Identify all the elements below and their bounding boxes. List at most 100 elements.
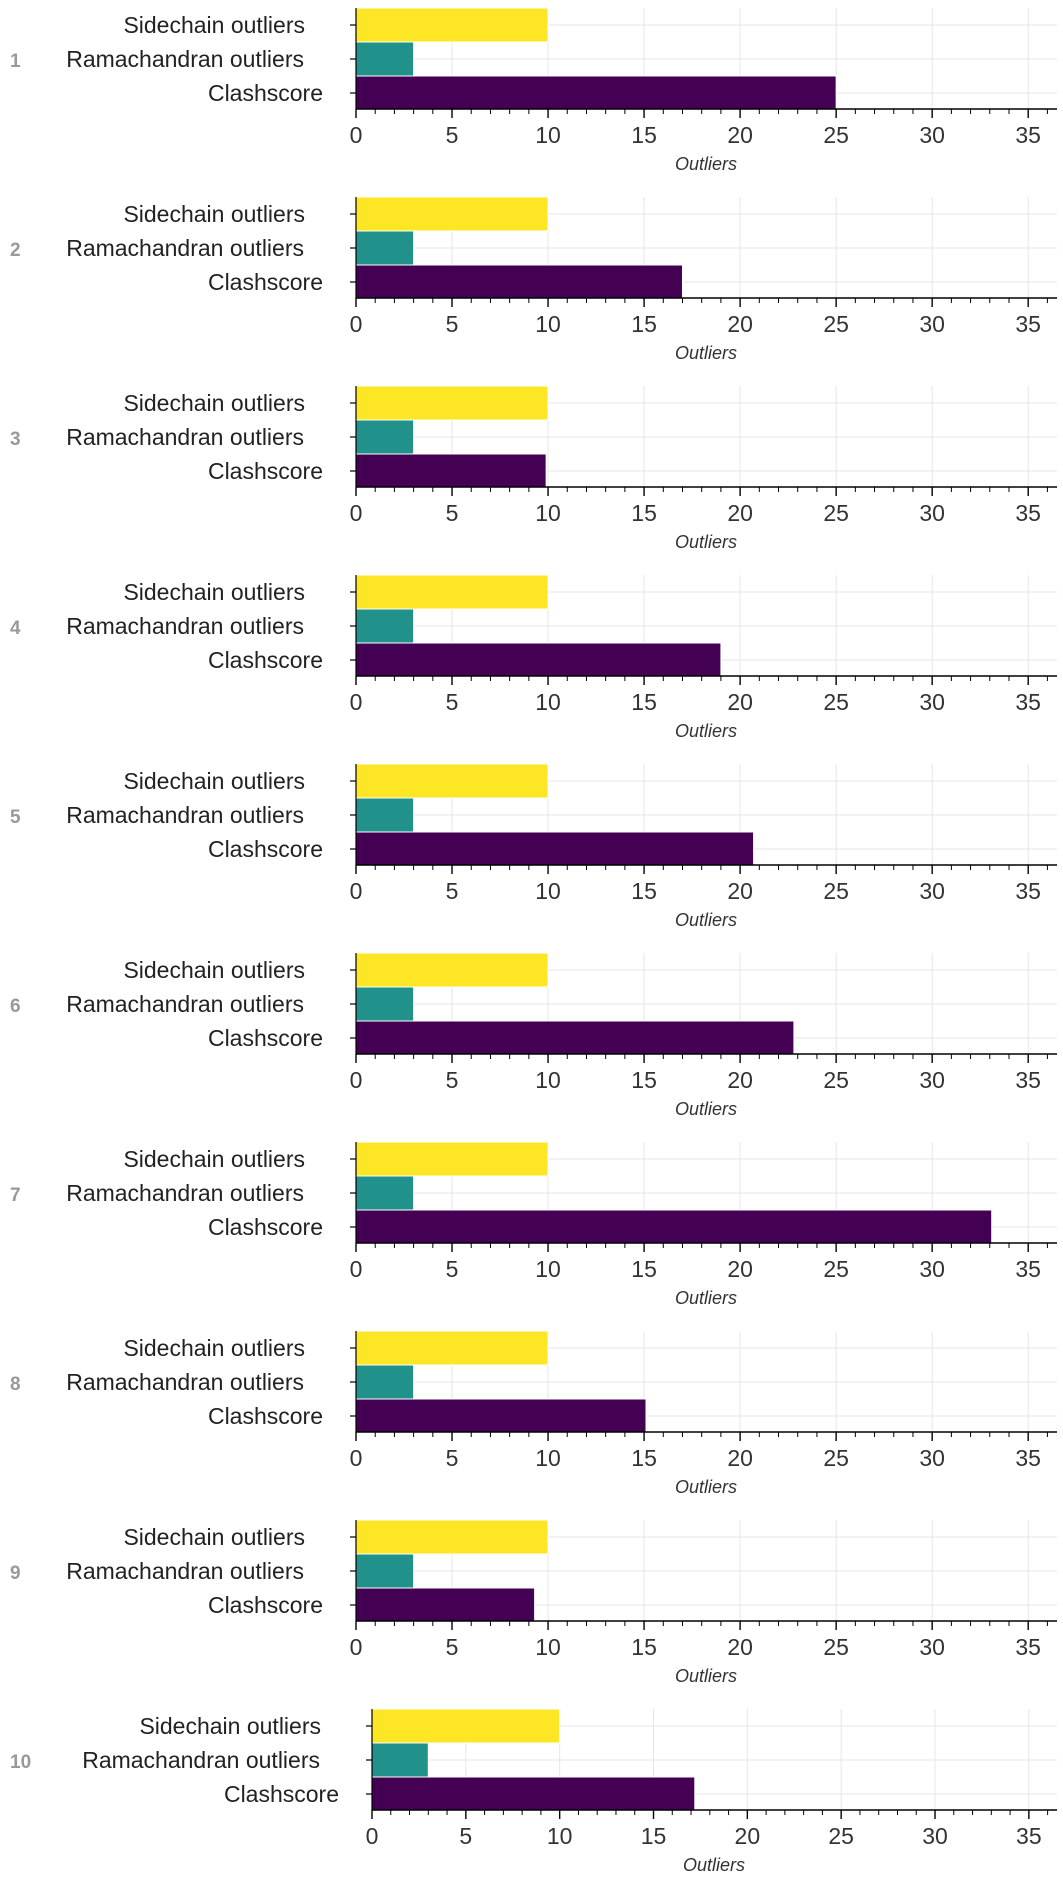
y-tick-label: Clashscore [208, 836, 323, 862]
x-tick-label: 5 [446, 1067, 459, 1093]
x-axis-title: Outliers [683, 1855, 745, 1875]
x-tick-label: 20 [727, 1256, 753, 1282]
y-tick-label: Ramachandran outliers [82, 1747, 320, 1773]
y-tick-label: Clashscore [208, 1214, 323, 1240]
chart-panel-9: Sidechain outliers Ramachandran outliers C… [10, 1519, 1057, 1686]
bar-clashscore [355, 831, 755, 867]
panel-number: 3 [10, 429, 21, 450]
x-tick-label: 25 [823, 878, 849, 904]
x-axis-title: Outliers [675, 1099, 737, 1119]
x-tick-label: 5 [446, 1634, 459, 1660]
x-tick-label: 0 [350, 1634, 363, 1660]
y-tick-label: Ramachandran outliers [66, 802, 304, 828]
y-tick-label: Ramachandran outliers [66, 613, 304, 639]
y-tick-label: Clashscore [208, 1403, 323, 1429]
bar-ramachandran-outliers [355, 1175, 415, 1211]
bar-ramachandran-outliers [355, 797, 415, 833]
bar-ramachandran-outliers [355, 986, 415, 1022]
panel-number: 2 [10, 240, 21, 261]
x-tick-label: 0 [366, 1823, 379, 1849]
y-tick-label: Ramachandran outliers [66, 1558, 304, 1584]
x-tick-label: 15 [631, 878, 657, 904]
x-tick-label: 10 [535, 689, 561, 715]
y-tick-label: Sidechain outliers [123, 201, 305, 227]
x-tick-label: 35 [1015, 122, 1041, 148]
x-tick-label: 30 [919, 1445, 945, 1471]
x-tick-label: 20 [727, 1634, 753, 1660]
bar-sidechain-outliers [355, 574, 549, 610]
x-tick-label: 30 [919, 122, 945, 148]
bar-ramachandran-outliers [355, 1553, 415, 1589]
y-tick-label: Sidechain outliers [123, 1146, 305, 1172]
y-tick-label: Clashscore [208, 1592, 323, 1618]
bar-ramachandran-outliers [371, 1742, 429, 1778]
y-tick-label: Clashscore [208, 458, 323, 484]
x-tick-label: 0 [350, 500, 363, 526]
bar-clashscore [355, 75, 837, 111]
chart-panel-4: Sidechain outliers Ramachandran outliers C… [10, 574, 1057, 741]
x-tick-label: 10 [535, 878, 561, 904]
x-tick-label: 20 [727, 122, 753, 148]
y-tick-label: Sidechain outliers [123, 1335, 305, 1361]
x-tick-label: 0 [350, 689, 363, 715]
x-axis-title: Outliers [675, 532, 737, 552]
panel-number: 10 [10, 1752, 31, 1773]
x-axis-title: Outliers [675, 1477, 737, 1497]
x-tick-label: 20 [727, 1067, 753, 1093]
bar-sidechain-outliers [355, 763, 549, 799]
y-tick-label: Ramachandran outliers [66, 46, 304, 72]
chart-panel-5: Sidechain outliers Ramachandran outliers C… [10, 763, 1057, 930]
x-tick-label: 25 [823, 1445, 849, 1471]
x-tick-label: 15 [631, 1256, 657, 1282]
panel-number: 6 [10, 996, 21, 1017]
x-axis-title: Outliers [675, 910, 737, 930]
bar-sidechain-outliers [371, 1708, 561, 1744]
bar-ramachandran-outliers [355, 419, 415, 455]
x-tick-label: 35 [1015, 1634, 1041, 1660]
x-tick-label: 5 [446, 311, 459, 337]
x-tick-label: 0 [350, 1067, 363, 1093]
bar-sidechain-outliers [355, 196, 549, 232]
y-tick-label: Sidechain outliers [123, 957, 305, 983]
x-tick-label: 35 [1015, 311, 1041, 337]
bar-clashscore [355, 1209, 993, 1245]
x-tick-label: 35 [1015, 1256, 1041, 1282]
bar-ramachandran-outliers [355, 230, 415, 266]
x-tick-label: 20 [727, 689, 753, 715]
x-tick-label: 20 [727, 500, 753, 526]
x-tick-label: 15 [641, 1823, 667, 1849]
x-tick-label: 10 [547, 1823, 573, 1849]
bar-sidechain-outliers [355, 1519, 549, 1555]
chart-panel-8: Sidechain outliers Ramachandran outliers C… [10, 1330, 1057, 1497]
x-tick-label: 0 [350, 1445, 363, 1471]
y-tick-label: Sidechain outliers [139, 1713, 321, 1739]
x-tick-label: 30 [919, 1634, 945, 1660]
x-axis-title: Outliers [675, 1288, 737, 1308]
y-tick-label: Ramachandran outliers [66, 1180, 304, 1206]
bar-ramachandran-outliers [355, 608, 415, 644]
x-tick-label: 20 [727, 311, 753, 337]
x-tick-label: 30 [919, 1067, 945, 1093]
x-tick-label: 0 [350, 122, 363, 148]
chart-panel-10: Sidechain outliers Ramachandran outliers C… [10, 1708, 1057, 1875]
x-tick-label: 25 [823, 122, 849, 148]
y-tick-label: Clashscore [208, 269, 323, 295]
x-axis-title: Outliers [675, 343, 737, 363]
x-tick-label: 35 [1015, 1445, 1041, 1471]
chart-panel-6: Sidechain outliers Ramachandran outliers C… [10, 952, 1057, 1119]
x-tick-label: 30 [919, 500, 945, 526]
bar-clashscore [355, 1587, 536, 1623]
x-tick-label: 5 [446, 689, 459, 715]
y-tick-label: Sidechain outliers [123, 390, 305, 416]
y-tick-label: Sidechain outliers [123, 1524, 305, 1550]
x-tick-label: 35 [1015, 878, 1041, 904]
x-tick-label: 25 [828, 1823, 854, 1849]
x-tick-label: 15 [631, 122, 657, 148]
x-tick-label: 5 [446, 1445, 459, 1471]
x-tick-label: 25 [823, 311, 849, 337]
y-tick-label: Clashscore [208, 1025, 323, 1051]
x-tick-label: 10 [535, 122, 561, 148]
x-tick-label: 5 [446, 878, 459, 904]
x-tick-label: 10 [535, 500, 561, 526]
bar-sidechain-outliers [355, 7, 549, 43]
